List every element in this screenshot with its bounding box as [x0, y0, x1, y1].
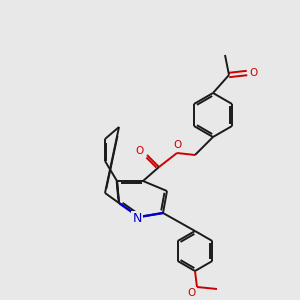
Text: O: O: [188, 288, 196, 298]
Text: O: O: [174, 140, 182, 150]
Text: N: N: [132, 212, 142, 226]
Text: O: O: [135, 146, 143, 156]
Text: O: O: [250, 68, 258, 78]
